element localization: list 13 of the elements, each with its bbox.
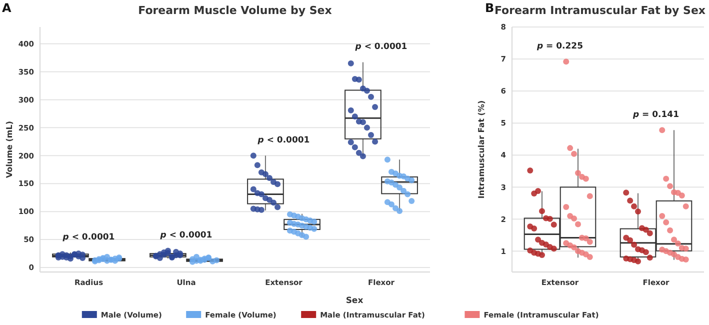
legend-title: Sex [346, 296, 364, 306]
annotation: p = 0.225 [536, 42, 584, 52]
chart-title: Forearm Intramuscular Fat by Sex [494, 4, 706, 17]
annotation: p < 0.0001 [256, 136, 310, 146]
chart-title: Forearm Muscle Volume by Sex [138, 4, 332, 17]
annotation: p < 0.0001 [159, 230, 212, 241]
annotation: p < 0.0001 [354, 42, 408, 52]
text: A [2, 1, 12, 15]
y-axis-title: Volume (mL) [5, 121, 14, 178]
annotation: p < 0.0001 [62, 232, 115, 242]
annotation: p = 0.141 [632, 110, 680, 120]
y-axis-title: Intramuscular Fat (%) [477, 100, 486, 199]
text: B [485, 1, 494, 15]
